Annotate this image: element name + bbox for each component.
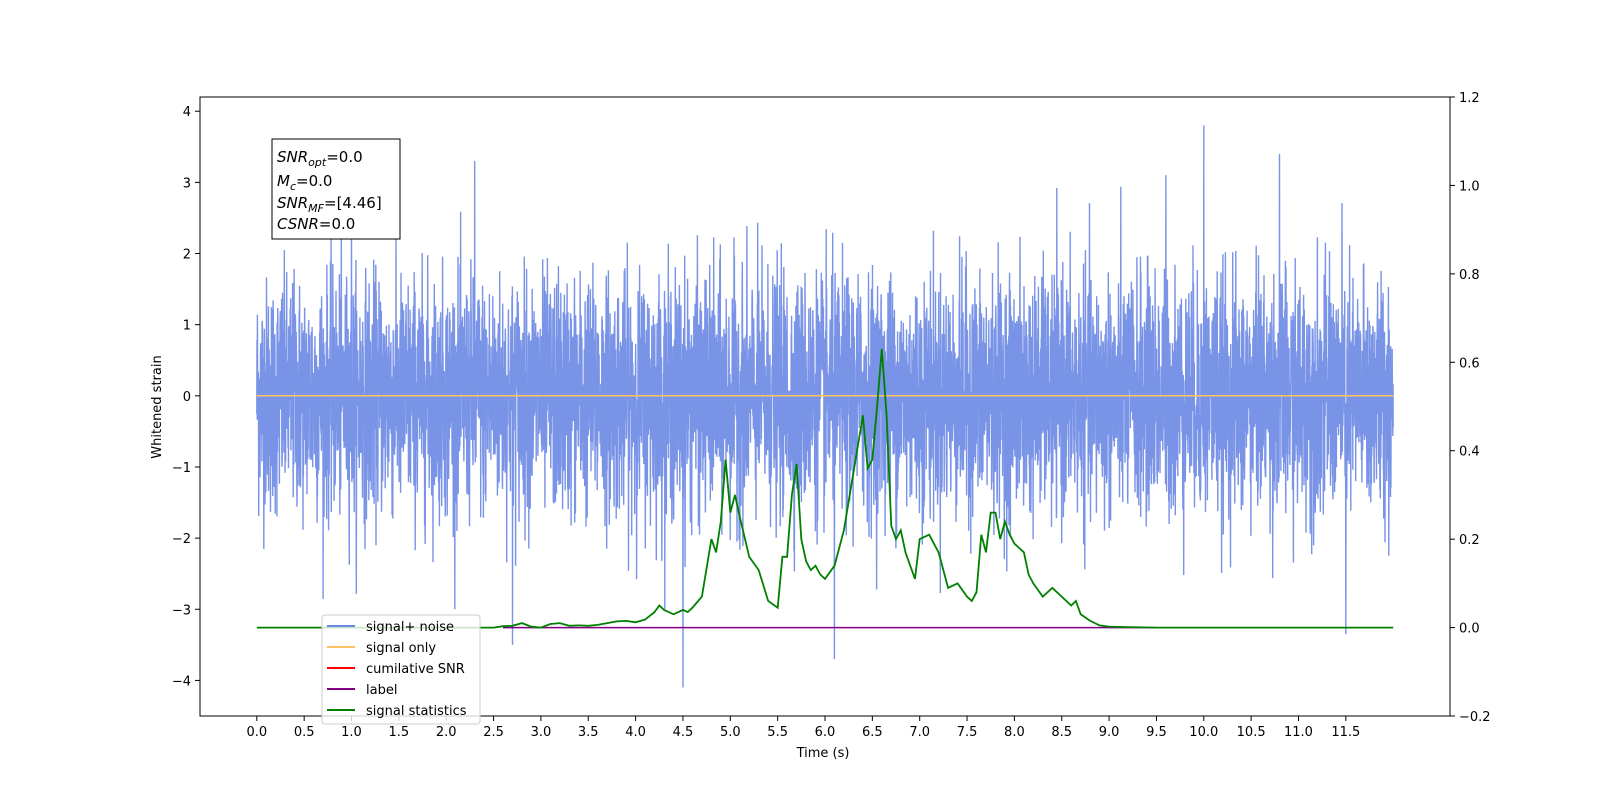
y-left-tick-label: 4: [183, 105, 191, 120]
legend-label: signal statistics: [366, 704, 467, 719]
legend-label: signal+ noise: [366, 620, 454, 635]
stats-annotation-box: SNRopt=0.0 Mc=0.0 SNRMF=[4.46] CSNR=0.0: [271, 138, 401, 240]
signal-noise-series: [256, 125, 1394, 688]
legend-label: signal only: [366, 641, 436, 656]
y-right-tick-label: 0.8: [1459, 268, 1480, 283]
series-signal-statistics: [256, 348, 1394, 629]
legend: signal+ noise signal only cumilative SNR la…: [321, 614, 481, 725]
y-left-tick-label: 3: [183, 176, 191, 191]
x-tick-label: 8.0: [1004, 725, 1025, 740]
x-tick-label: 5.0: [720, 725, 741, 740]
annotation-snr-mf: SNRMF=[4.46]: [277, 194, 382, 215]
x-tick-label: 2.0: [436, 725, 457, 740]
y-axis-label: Whitened strain: [150, 355, 165, 458]
y-left-tick-label: 2: [183, 248, 191, 263]
x-axis-label: Time (s): [796, 746, 850, 761]
y-axis-left-ticks: −4 −3 −2 −1 0 1 2 3 4: [172, 105, 200, 689]
x-tick-label: 6.5: [862, 725, 883, 740]
x-tick-label: 9.0: [1099, 725, 1120, 740]
y-right-tick-label: 1.0: [1459, 179, 1480, 194]
x-tick-label: 11.5: [1331, 725, 1360, 740]
y-right-tick-label: 1.2: [1459, 91, 1480, 106]
y-left-tick-label: −1: [172, 461, 191, 476]
y-right-tick-label: 0.6: [1459, 356, 1480, 371]
x-tick-label: 4.0: [625, 725, 646, 740]
y-left-tick-label: −3: [172, 603, 191, 618]
y-right-tick-label: 0.2: [1459, 533, 1480, 548]
y-right-tick-label: 0.0: [1459, 622, 1480, 637]
legend-box: [321, 614, 481, 725]
x-tick-label: 6.0: [815, 725, 836, 740]
x-tick-label: 10.5: [1237, 725, 1266, 740]
legend-label: cumilative SNR: [366, 662, 465, 677]
annotation-csnr: CSNR=0.0: [277, 215, 355, 233]
x-axis-ticks: 0.0 0.5 1.0 1.5 2.0 2.5 3.0 3.5 4.0 4.5 5.0 5.5 6.0 6…: [246, 716, 1360, 740]
overlay-series: [256, 348, 1394, 629]
x-tick-label: 10.0: [1189, 725, 1218, 740]
x-tick-label: 1.5: [389, 725, 410, 740]
x-tick-label: 4.5: [673, 725, 694, 740]
x-tick-label: 5.5: [767, 725, 788, 740]
x-tick-label: 2.5: [483, 725, 504, 740]
x-tick-label: 7.5: [957, 725, 978, 740]
legend-label: label: [366, 683, 397, 698]
y-left-tick-label: 0: [183, 390, 191, 405]
x-tick-label: 8.5: [1051, 725, 1072, 740]
annotation-mc: Mc=0.0: [277, 172, 332, 193]
y-right-tick-label: −0.2: [1459, 710, 1491, 725]
series-signal-noise: [256, 125, 1394, 688]
y-right-tick-label: 0.4: [1459, 445, 1480, 460]
x-tick-label: 0.5: [294, 725, 315, 740]
y-left-tick-label: −4: [172, 674, 191, 689]
x-tick-label: 7.0: [909, 725, 930, 740]
x-tick-label: 1.0: [341, 725, 362, 740]
y-axis-right-ticks: −0.2 0.0 0.2 0.4 0.6 0.8 1.0 1.2: [1450, 91, 1491, 725]
x-tick-label: 11.0: [1284, 725, 1313, 740]
plot-area: [256, 125, 1394, 688]
annotation-snr-opt: SNRopt=0.0: [277, 148, 363, 169]
x-tick-label: 3.5: [578, 725, 599, 740]
y-left-tick-label: 1: [183, 319, 191, 334]
x-tick-label: 9.5: [1146, 725, 1167, 740]
x-tick-label: 0.0: [246, 725, 267, 740]
x-tick-label: 3.0: [531, 725, 552, 740]
y-left-tick-label: −2: [172, 532, 191, 547]
